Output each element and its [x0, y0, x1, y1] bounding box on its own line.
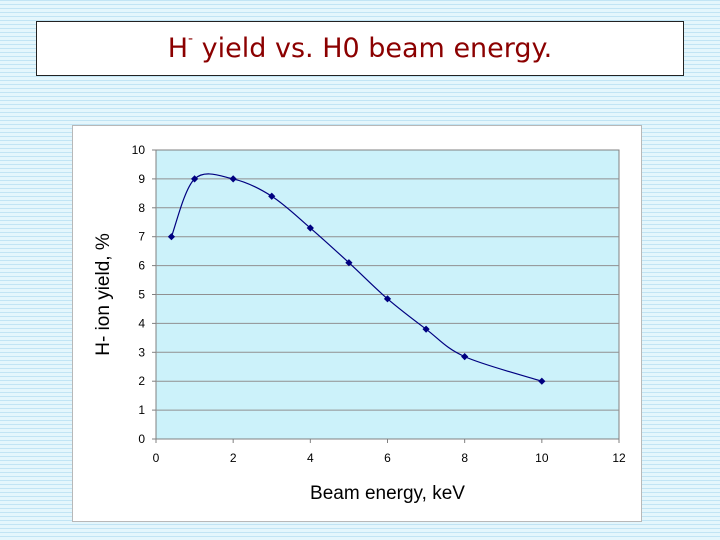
y-tick-label: 6	[138, 259, 145, 273]
slide-title-rest: yield vs. H0 beam energy.	[193, 33, 553, 64]
data-point-marker	[190, 175, 199, 183]
slide-title: H- yield vs. H0 beam energy.	[167, 31, 553, 64]
data-point-marker	[538, 377, 546, 385]
y-tick-label: 8	[138, 201, 145, 215]
y-tick-labels: 0 1 2 3 4 5 6 7 8 9 10	[132, 143, 156, 446]
x-axis-label: Beam energy, keV	[310, 483, 465, 504]
y-axis-label: H- ion yield, %	[93, 233, 114, 356]
y-tick-label: 1	[138, 403, 145, 417]
slide-title-main: H	[167, 33, 189, 64]
x-tick-label: 0	[153, 451, 160, 465]
y-tick-label: 10	[132, 143, 146, 157]
chart-frame: 0 1 2 3 4 5 6 7 8 9 10 0 2 4 6 8 10 12 Beam energy, keV …	[72, 125, 642, 522]
slide-title-box: H- yield vs. H0 beam energy.	[36, 21, 684, 76]
slide-title-superscript: -	[188, 31, 194, 47]
x-tick-labels: 0 2 4 6 8 10 12	[153, 439, 626, 465]
x-tick-label: 12	[612, 451, 626, 465]
x-tick-label: 2	[230, 451, 237, 465]
y-tick-label: 2	[138, 374, 145, 388]
x-tick-label: 4	[307, 451, 314, 465]
y-tick-label: 0	[138, 432, 145, 446]
data-point-marker	[461, 353, 469, 361]
x-tick-label: 10	[535, 451, 549, 465]
data-point-marker	[268, 192, 276, 200]
data-point-marker	[229, 175, 237, 183]
data-point-marker	[422, 325, 430, 333]
series-line	[170, 173, 543, 382]
y-tick-label: 5	[138, 288, 145, 302]
x-tick-label: 6	[384, 451, 391, 465]
y-tick-label: 4	[138, 316, 145, 330]
x-tick-label: 8	[461, 451, 468, 465]
y-tick-label: 3	[138, 345, 145, 359]
y-tick-label: 7	[138, 230, 145, 244]
y-tick-label: 9	[138, 172, 145, 186]
